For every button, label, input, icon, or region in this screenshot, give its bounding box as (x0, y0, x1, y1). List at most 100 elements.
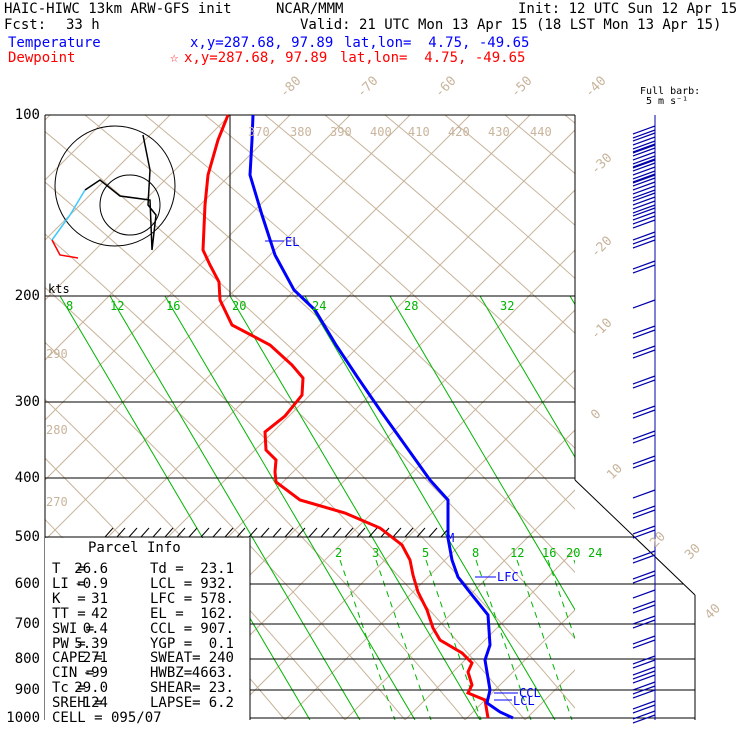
isotherm-line (45, 115, 291, 361)
isotherm-label: -80 (277, 74, 304, 101)
dewpoint-star-icon: ☆ (170, 50, 179, 66)
isotherm-label: 10 (604, 461, 626, 483)
wind-barb (632, 704, 656, 714)
moist-adiabat-label: 32 (500, 299, 514, 313)
isotherm-label: -30 (588, 151, 615, 178)
parcel-info-cell: YGP = (150, 635, 193, 652)
hatch-mark (404, 527, 414, 538)
dry-adiabat-line (384, 115, 575, 280)
parcel-info-title: Parcel Info (88, 540, 181, 556)
parcel-info-cell: SHEAR= (150, 680, 201, 697)
parcel-info-cell: 240 (208, 650, 234, 667)
wind-barb (632, 174, 656, 184)
wind-barb (632, 162, 656, 172)
hodograph-units: kts (48, 282, 70, 296)
hatch-mark (164, 527, 174, 538)
isotherm-line (164, 309, 575, 720)
wind-barb (632, 140, 656, 150)
parcel-info-cell: -0.9 (74, 575, 108, 592)
wind-barb (632, 700, 656, 710)
hatch-mark (428, 527, 438, 538)
hatch-mark (392, 527, 402, 538)
isotherm-line (464, 609, 575, 720)
dry-adiabat-label: 400 (370, 125, 392, 139)
moist-adiabat-line (109, 295, 361, 720)
parcel-info-cell: 932. (200, 575, 234, 592)
moist-adiabat-label: 8 (66, 299, 73, 313)
dry-adiabat-line (504, 115, 575, 175)
wind-barb (632, 170, 656, 180)
wind-barb (632, 655, 656, 665)
wind-barb (632, 489, 656, 499)
wind-barb (632, 375, 656, 385)
dry-adiabat-label: 280 (46, 423, 68, 437)
moist-adiabat-line (389, 295, 575, 611)
dewpoint-legend-name: Dewpoint (8, 50, 76, 66)
hatch-mark (248, 527, 258, 538)
wind-barb (632, 574, 656, 584)
isotherm-line (585, 115, 740, 720)
wind-barb (632, 639, 656, 649)
hatch-mark (140, 527, 150, 538)
parcel-info-cell: SWI = (52, 620, 95, 637)
barb-label-line2: 5 m s⁻¹ (646, 96, 689, 107)
wind-barb (632, 615, 656, 625)
wind-barb (632, 166, 656, 176)
wind-barb (632, 430, 656, 440)
parcel-info-cell: 29.0 (74, 680, 108, 697)
temperature-legend-xy: x,y=287.68, 97.89 (190, 35, 334, 51)
wind-barb (632, 299, 656, 309)
temperature-legend-name: Temperature (8, 35, 101, 51)
pressure-label: 900 (14, 682, 40, 698)
temperature-trace (248, 114, 514, 720)
wind-barb (632, 409, 656, 419)
wind-barb (632, 525, 656, 535)
isotherm-line (45, 115, 351, 421)
hatch-mark (152, 527, 162, 538)
wind-barb (632, 714, 656, 724)
wind-barb (632, 670, 656, 680)
wind-barb (632, 219, 656, 229)
wind-barb (632, 325, 656, 335)
wind-barb (632, 132, 656, 142)
isotherm-line (45, 115, 231, 301)
wind-barb (632, 177, 656, 187)
parcel-info-cell: 23.1 (200, 561, 234, 577)
wind-barb (632, 207, 656, 217)
parcel-info-cell: CIN = (52, 665, 95, 682)
wind-barb (632, 681, 656, 691)
hodograph-ring-outer (54, 125, 176, 247)
dry-adiabat-line (324, 115, 575, 334)
wind-barb (632, 192, 656, 202)
parcel-info-cell: CCL = (150, 620, 193, 637)
hatch-mark (104, 527, 114, 538)
isotherm-line (45, 115, 471, 541)
wind-barb (632, 455, 656, 465)
hatch-mark (416, 527, 426, 538)
dry-adiabat-line (45, 181, 575, 709)
dry-adiabat-line (444, 115, 575, 226)
isotherm-line (705, 115, 740, 720)
wind-barb (632, 125, 656, 135)
isotherm-line (524, 669, 575, 720)
m-label: M (447, 531, 455, 545)
dry-adiabat-label: 390 (330, 125, 352, 139)
parcel-info-cell: 5.39 (74, 635, 108, 652)
isotherm-label: -40 (582, 74, 609, 101)
hatch-mark (224, 527, 234, 538)
mixing-ratio-label: 3 (372, 546, 379, 560)
hatch-mark (200, 527, 210, 538)
hatch-mark (332, 527, 342, 538)
hatch-mark (188, 527, 198, 538)
dry-adiabat-line (45, 233, 526, 720)
dry-adiabat-label: 410 (408, 125, 430, 139)
init-label: Init: 12 UTC Sun 12 Apr 15 (518, 1, 738, 17)
hatch-mark (236, 527, 246, 538)
wind-barb (632, 264, 656, 274)
dry-adiabat-line (45, 341, 406, 720)
lcl-label: LCL (513, 694, 535, 708)
wind-barb (632, 181, 656, 191)
dry-adiabat-line (45, 286, 466, 720)
parcel-info-cell: 31 (91, 590, 108, 607)
hatch-mark (128, 527, 138, 538)
